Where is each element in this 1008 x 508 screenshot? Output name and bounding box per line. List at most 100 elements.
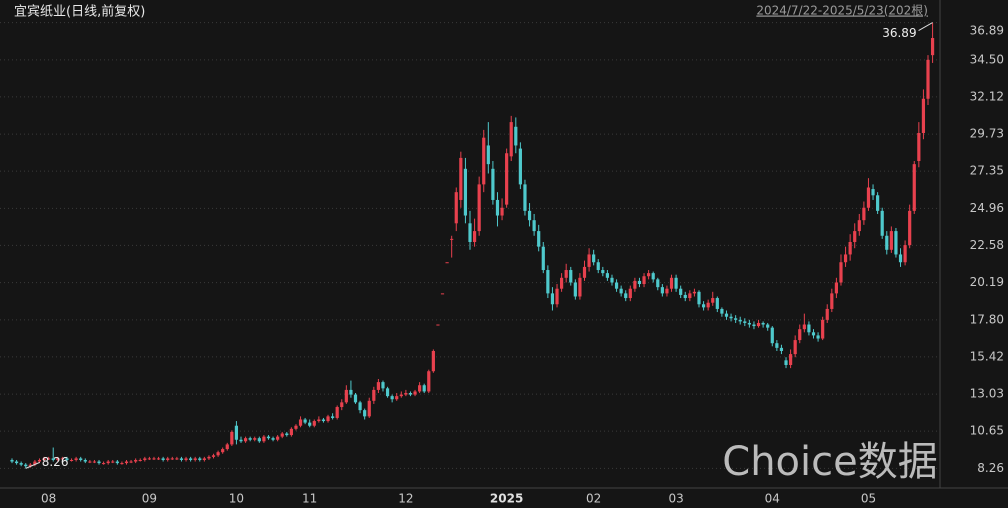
- candle-body: [807, 324, 811, 333]
- candle-body: [491, 168, 495, 200]
- candle-body: [436, 324, 440, 326]
- candle-body: [285, 433, 289, 436]
- candle-body: [647, 273, 651, 277]
- candle-body: [660, 287, 664, 294]
- candle-body: [752, 324, 756, 327]
- candle-body: [47, 458, 51, 460]
- y-tick-label: 17.80: [970, 312, 1004, 326]
- y-tick-label: 8.26: [977, 461, 1004, 475]
- min-pointer: [25, 461, 40, 469]
- candle-body: [885, 235, 889, 250]
- candle-body: [706, 302, 710, 308]
- candle-body: [811, 332, 816, 336]
- candle-body: [298, 419, 303, 426]
- y-tick-label: 15.42: [970, 349, 1004, 363]
- candle-body: [697, 291, 701, 305]
- candle-body: [537, 231, 541, 247]
- y-tick-label: 20.19: [970, 275, 1004, 289]
- candle-body: [239, 439, 243, 442]
- candle-body: [211, 455, 216, 457]
- candle-body: [408, 393, 413, 395]
- candle-body: [692, 291, 697, 294]
- candle-body: [729, 316, 733, 319]
- candle-body: [321, 419, 326, 422]
- candle-body: [720, 308, 724, 314]
- candle-body: [166, 458, 170, 460]
- candle-body: [546, 270, 550, 294]
- candle-body: [477, 184, 481, 232]
- candle-body: [926, 59, 930, 99]
- y-tick-label: 34.50: [970, 52, 1004, 66]
- candle-body: [798, 329, 802, 341]
- candle-body: [921, 98, 926, 134]
- candle-body: [665, 288, 669, 294]
- candle-body: [495, 199, 500, 216]
- candle-body: [715, 298, 719, 309]
- candle-body: [170, 458, 174, 460]
- x-tick-label: 09: [142, 492, 157, 506]
- candle-body: [189, 458, 193, 460]
- y-tick-label: 10.65: [970, 424, 1004, 438]
- candle-body: [335, 407, 339, 418]
- candle-body: [468, 223, 472, 242]
- candle-body: [518, 148, 522, 185]
- candle-body: [674, 277, 678, 289]
- candle-body: [560, 277, 564, 289]
- x-tick-label: 08: [41, 492, 56, 506]
- candle-body: [271, 438, 275, 440]
- candle-body: [344, 389, 348, 403]
- candle-body: [898, 254, 903, 263]
- y-tick-label: 13.03: [970, 387, 1004, 401]
- candle-body: [230, 431, 234, 445]
- candle-body: [266, 436, 271, 439]
- candle-body: [92, 461, 97, 463]
- candle-body: [679, 288, 683, 295]
- candle-body: [930, 38, 935, 56]
- candle-body: [853, 231, 857, 242]
- candle-body: [42, 458, 46, 460]
- candle-body: [184, 458, 188, 460]
- candle-body: [541, 246, 545, 271]
- candle-body: [74, 458, 78, 460]
- candle-body: [917, 133, 921, 162]
- candle-body: [894, 231, 898, 255]
- candle-body: [903, 245, 907, 263]
- candle-body: [656, 279, 660, 288]
- y-tick-label: 27.35: [970, 164, 1004, 178]
- candle-body: [912, 164, 916, 211]
- candle-body: [317, 419, 321, 422]
- candle-body: [358, 402, 362, 411]
- candle-body: [610, 277, 614, 283]
- candle-body: [839, 262, 843, 283]
- candle-body: [605, 273, 609, 278]
- candle-body: [97, 461, 101, 464]
- candle-body: [193, 458, 197, 460]
- candle-body: [802, 324, 806, 330]
- candle-body: [683, 294, 687, 299]
- candle-body: [216, 452, 220, 456]
- candle-body: [614, 282, 619, 289]
- candle-body: [399, 394, 403, 397]
- x-tick-label: 11: [302, 492, 317, 506]
- candle-body: [514, 126, 518, 146]
- candle-body: [404, 393, 408, 395]
- candle-body: [367, 400, 371, 417]
- candle-body: [592, 254, 596, 263]
- candle-body: [724, 313, 729, 317]
- candle-body: [500, 207, 504, 216]
- candle-body: [340, 402, 344, 408]
- candle-body: [253, 438, 257, 440]
- candle-body: [775, 343, 779, 348]
- candle-body: [303, 419, 307, 423]
- candle-body: [120, 463, 124, 465]
- candle-body: [761, 322, 765, 325]
- candle-body: [532, 220, 536, 232]
- candle-body: [573, 282, 577, 297]
- candle-body: [37, 459, 42, 462]
- candle-body: [413, 391, 417, 395]
- chart-title: 宜宾纸业(日线,前复权): [14, 4, 145, 20]
- candle-body: [385, 388, 390, 397]
- candle-body: [221, 449, 225, 453]
- candle-body: [619, 288, 623, 294]
